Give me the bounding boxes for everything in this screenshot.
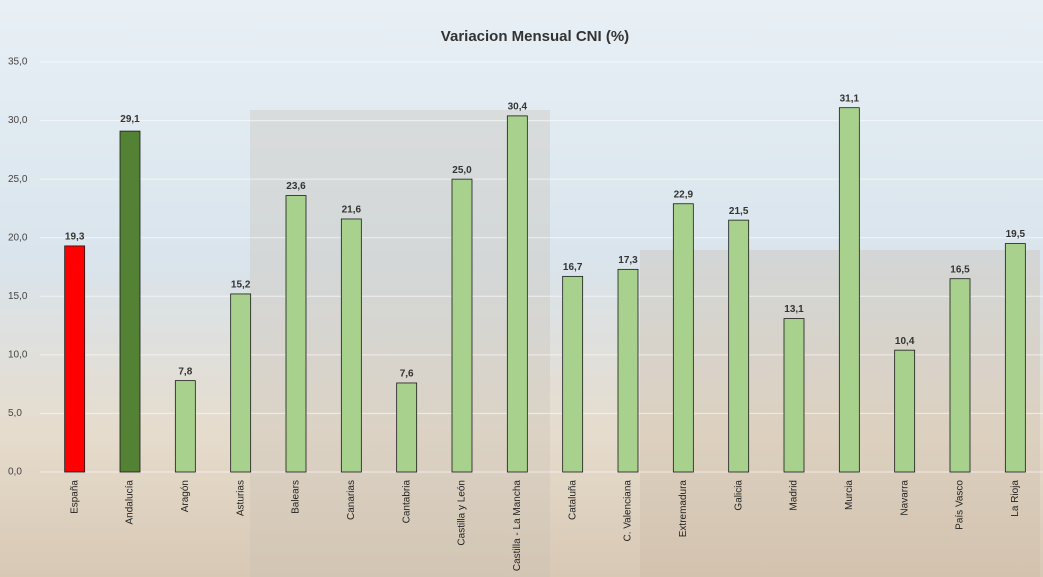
value-label: 23,6 <box>286 181 306 192</box>
value-label: 30,4 <box>508 102 528 113</box>
value-label: 29,1 <box>120 114 140 125</box>
y-tick-label: 0,0 <box>8 467 22 478</box>
x-tick-label: España <box>69 480 80 514</box>
x-tick-label: País Vasco <box>955 480 966 530</box>
y-tick-label: 5,0 <box>8 408 22 419</box>
x-tick-label: Extremadura <box>678 480 689 538</box>
value-label: 21,6 <box>342 205 362 216</box>
value-label: 21,5 <box>729 206 749 217</box>
y-tick-label: 35,0 <box>8 57 28 68</box>
y-tick-label: 15,0 <box>8 291 28 302</box>
x-tick-label: Canarias <box>346 480 357 520</box>
x-tick-label: C. Valenciana <box>623 480 634 542</box>
x-tick-label: Cataluña <box>567 480 578 520</box>
value-label: 16,7 <box>563 262 583 273</box>
value-label: 7,8 <box>178 366 192 377</box>
x-tick-label: Madrid <box>789 480 800 511</box>
bar <box>230 293 252 473</box>
x-tick-label: Castilla y León <box>457 480 468 546</box>
y-tick-label: 30,0 <box>8 115 28 126</box>
value-label: 19,3 <box>65 232 85 243</box>
x-tick-label: Murcia <box>844 480 855 510</box>
value-label: 17,3 <box>618 255 638 266</box>
bar <box>838 107 860 473</box>
bar <box>506 115 528 473</box>
bar <box>894 349 916 473</box>
value-label: 10,4 <box>895 336 915 347</box>
bar <box>396 382 418 473</box>
chart-title: Variacion Mensual CNI (%) <box>441 28 629 45</box>
bar <box>562 275 584 473</box>
y-tick-label: 20,0 <box>8 232 28 243</box>
bar <box>617 268 639 473</box>
bar <box>64 245 86 473</box>
bar <box>340 218 362 473</box>
bar <box>174 380 196 473</box>
value-label: 16,5 <box>950 264 970 275</box>
y-tick-label: 25,0 <box>8 174 28 185</box>
value-label: 7,6 <box>400 369 414 380</box>
x-tick-label: Navarra <box>899 480 910 516</box>
bar <box>451 178 473 473</box>
value-label: 13,1 <box>784 304 804 315</box>
x-tick-label: Andalucía <box>125 480 136 525</box>
x-tick-label: Cantabria <box>401 480 412 524</box>
x-tick-label: Galicia <box>733 480 744 511</box>
x-tick-label: Balears <box>291 480 302 514</box>
x-tick-label: Aragón <box>180 480 191 512</box>
x-tick-label: Castilla - La Mancha <box>512 480 523 572</box>
bar <box>728 219 750 473</box>
value-label: 19,5 <box>1006 229 1026 240</box>
bar <box>285 195 307 473</box>
bar <box>783 318 805 473</box>
x-tick-label: Asturias <box>235 480 246 516</box>
bar <box>1004 243 1026 473</box>
x-tick-label: La Rioja <box>1010 480 1021 517</box>
value-label: 25,0 <box>452 165 472 176</box>
bar <box>949 278 971 473</box>
y-tick-label: 10,0 <box>8 349 28 360</box>
bar <box>119 130 141 473</box>
value-label: 22,9 <box>674 189 694 200</box>
bar <box>672 203 694 473</box>
value-label: 15,2 <box>231 280 251 291</box>
value-label: 31,1 <box>840 93 860 104</box>
